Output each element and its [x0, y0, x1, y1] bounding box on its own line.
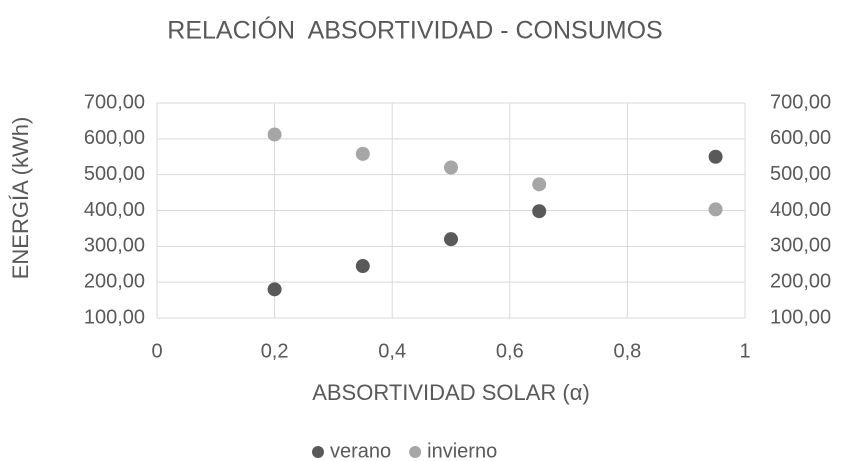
- x-tick-label: 0: [151, 340, 162, 362]
- y-tick-label: 100,00: [84, 306, 145, 328]
- point: [267, 127, 282, 142]
- x-tick-label: 0,4: [378, 340, 406, 362]
- point: [708, 202, 723, 217]
- y2-tick-label: 500,00: [770, 163, 831, 185]
- point: [532, 177, 547, 192]
- y2-tick-label: 400,00: [770, 199, 831, 221]
- y-tick-label: 500,00: [84, 163, 145, 185]
- y2-tick-label: 700,00: [770, 91, 831, 113]
- point: [444, 160, 458, 175]
- x-axis-label: ABSORTIVIDAD SOLAR (α): [312, 380, 590, 405]
- legend-marker: [409, 446, 422, 458]
- point: [444, 232, 458, 247]
- chart-title: RELACIÓN ABSORTIVIDAD - CONSUMOS: [167, 16, 662, 45]
- y-axis-label: ENERGÍA (kWh): [8, 117, 33, 280]
- y2-tick-label: 200,00: [770, 270, 831, 292]
- point: [355, 146, 370, 161]
- y-tick-label: 400,00: [84, 199, 145, 221]
- y-tick-label: 300,00: [84, 235, 145, 257]
- x-tick-label: 0,2: [261, 340, 289, 362]
- y2-tick-label: 100,00: [770, 306, 831, 328]
- legend-marker: [312, 446, 324, 458]
- point: [355, 259, 370, 274]
- y2-tick-label: 600,00: [770, 127, 831, 149]
- x-tick-label: 0,8: [613, 340, 641, 362]
- x-tick-label: 0,6: [496, 340, 524, 362]
- point: [267, 282, 282, 297]
- y-tick-label: 700,00: [84, 91, 145, 113]
- y-tick-label: 200,00: [84, 270, 145, 292]
- point: [708, 149, 723, 164]
- legend-label: verano: [330, 440, 391, 461]
- y-tick-label: 600,00: [84, 127, 145, 149]
- point: [532, 204, 547, 219]
- y2-tick-label: 300,00: [770, 235, 831, 257]
- x-tick-label: 1: [739, 340, 750, 362]
- legend-label: invierno: [427, 440, 497, 461]
